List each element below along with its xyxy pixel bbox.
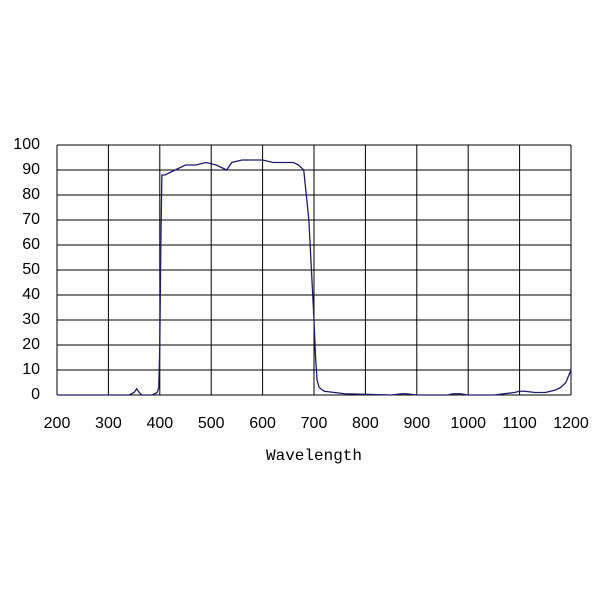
x-tick-label: 300 [95,415,122,432]
y-tick-label: 70 [22,211,40,228]
x-tick-label: 1100 [502,415,537,432]
x-tick-label: 1200 [553,415,589,432]
y-tick-label: 100 [13,136,40,153]
data-line [57,159,572,396]
x-tick-label: 400 [146,415,173,432]
y-tick-label: 10 [22,361,40,378]
y-tick-label: 60 [22,236,40,253]
x-tick-label: 700 [301,415,328,432]
y-tick-label: 90 [22,161,40,178]
x-tick-label: 200 [44,415,71,432]
y-tick-label: 50 [22,261,40,278]
y-tick-label: 30 [22,311,40,328]
x-tick-label: 500 [198,415,225,432]
x-tick-label: 900 [403,415,430,432]
x-tick-label: 800 [352,415,379,432]
x-axis-label: Wavelength [266,447,362,465]
y-tick-label: 20 [22,336,40,353]
y-tick-label: 0 [31,386,40,403]
y-tick-label: 40 [22,286,40,303]
x-tick-label: 600 [249,415,276,432]
y-tick-label: 80 [22,186,40,203]
x-tick-label: 1000 [450,415,486,432]
